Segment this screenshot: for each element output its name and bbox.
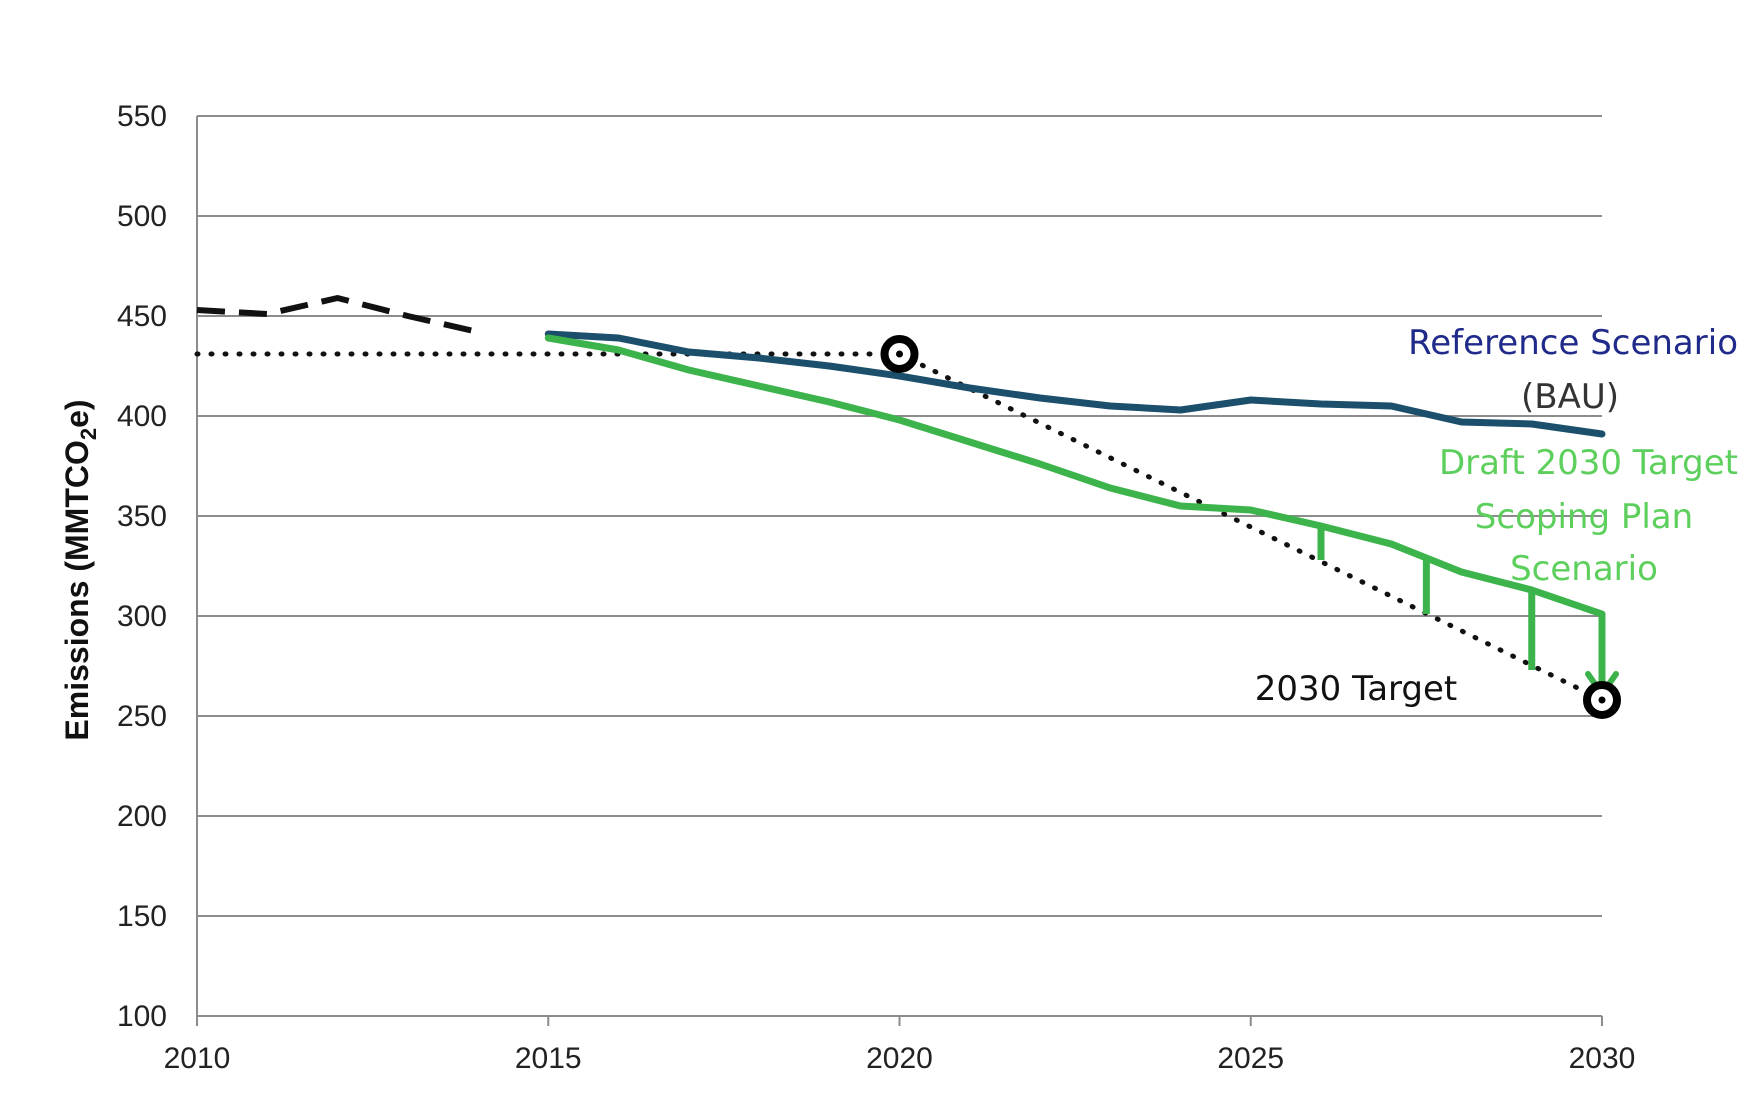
y-tick-labels: 100 150 200 250 300 350 400 450 500 550 xyxy=(117,100,167,1033)
y-tick-400: 400 xyxy=(117,400,167,433)
target-markers xyxy=(880,335,1621,719)
y-tick-350: 350 xyxy=(117,500,167,533)
x-tick-2015: 2015 xyxy=(515,1042,582,1075)
reference-scenario-bau-label: (BAU) xyxy=(1521,377,1619,417)
2030-target-label: 2030 Target xyxy=(1255,669,1458,709)
scoping-plan-label-line1: Draft 2030 Target xyxy=(1439,443,1738,483)
x-tick-2025: 2025 xyxy=(1217,1042,1284,1075)
y-tick-500: 500 xyxy=(117,200,167,233)
y-tick-200: 200 xyxy=(117,800,167,833)
y-tick-150: 150 xyxy=(117,900,167,933)
y-axis-label: Emissions (MMTCO2e) xyxy=(59,399,101,740)
axes xyxy=(196,116,1603,1026)
x-tick-labels: 2010 2015 2020 2025 2030 xyxy=(164,1042,1636,1075)
target-marker-dot-2030-target xyxy=(1598,696,1606,704)
scoping-plan-label-line2: Scoping Plan xyxy=(1475,497,1693,537)
reference-scenario-label: Reference Scenario xyxy=(1408,323,1738,363)
target-marker-dot-2020-target xyxy=(896,350,903,358)
x-tick-2030: 2030 xyxy=(1569,1042,1636,1075)
series-reference-scenario-bau xyxy=(544,330,1606,438)
gridlines xyxy=(197,115,1602,1017)
y-tick-550: 550 xyxy=(117,100,167,133)
series-historical xyxy=(196,295,479,335)
y-tick-100: 100 xyxy=(117,1000,167,1033)
x-tick-2020: 2020 xyxy=(866,1042,933,1075)
scoping-plan-label-line3: Scenario xyxy=(1510,549,1658,589)
y-tick-300: 300 xyxy=(117,600,167,633)
y-tick-250: 250 xyxy=(117,700,167,733)
x-tick-2010: 2010 xyxy=(164,1042,231,1075)
y-tick-450: 450 xyxy=(117,300,167,333)
